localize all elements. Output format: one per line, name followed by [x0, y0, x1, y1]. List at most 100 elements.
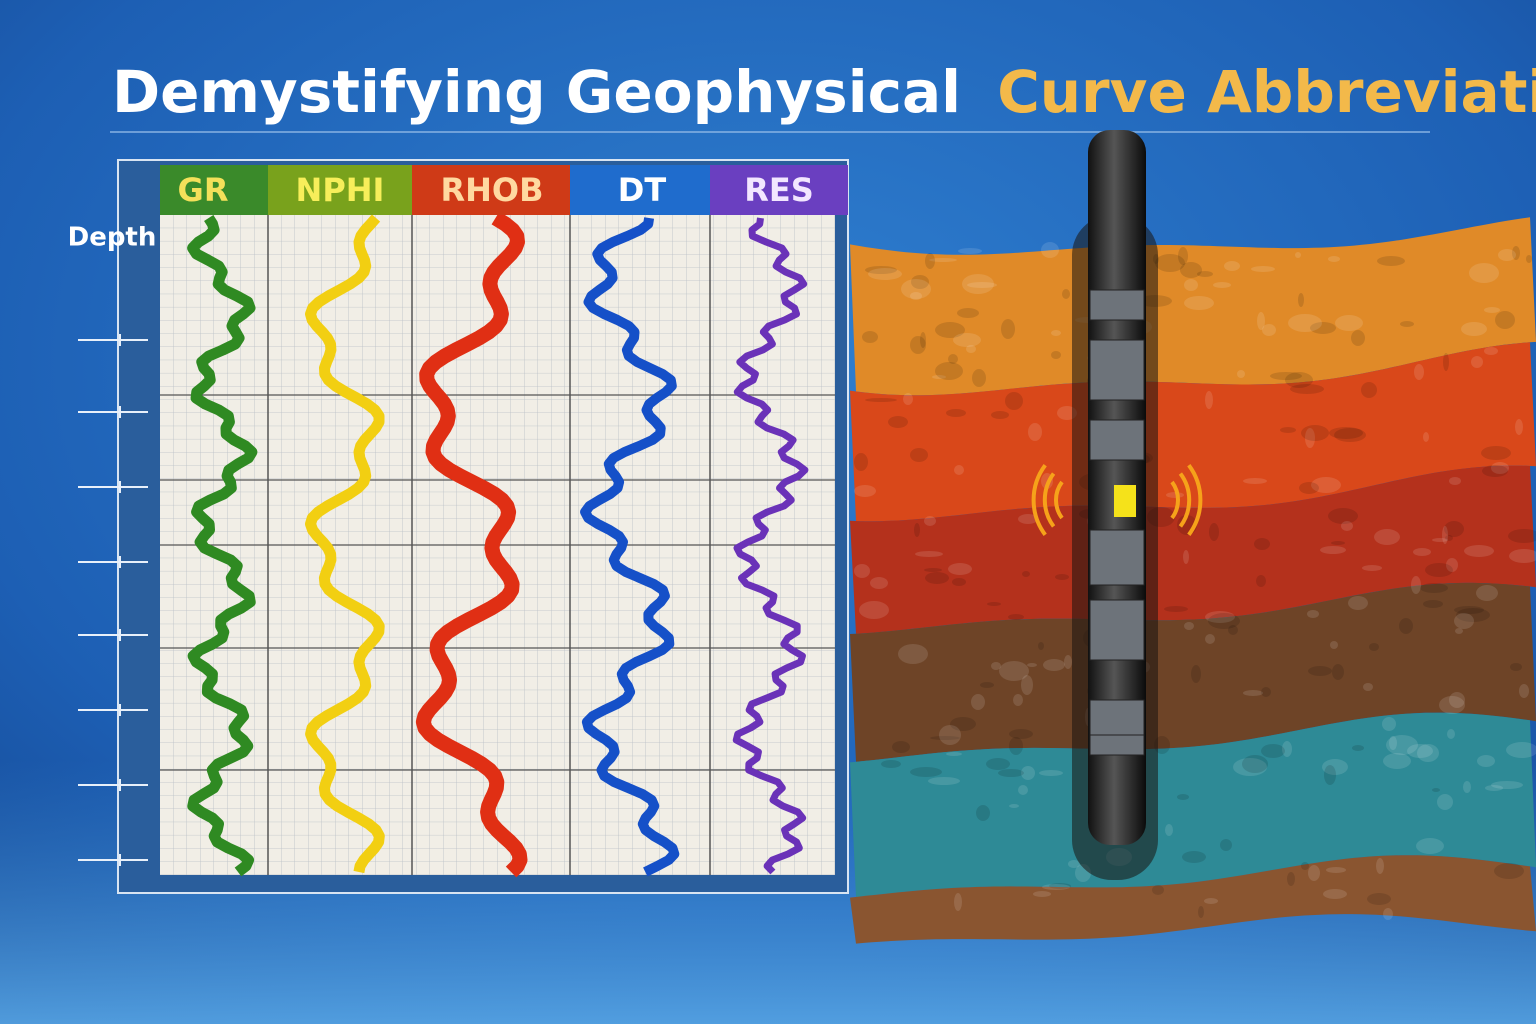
rock-speck: [1324, 765, 1336, 785]
rock-speck: [1155, 254, 1185, 272]
rock-speck: [967, 282, 997, 288]
rock-speck: [948, 563, 972, 575]
track-label: RES: [744, 171, 814, 209]
rock-speck: [1242, 755, 1268, 773]
rock-speck: [1270, 372, 1302, 380]
rock-speck: [901, 279, 931, 299]
rock-speck: [935, 362, 963, 380]
rock-speck: [1464, 545, 1494, 557]
rock-speck: [1369, 643, 1379, 651]
rock-speck: [999, 661, 1029, 681]
rock-speck: [1310, 322, 1336, 334]
signal-arc: [1031, 464, 1047, 536]
rock-speck: [1491, 462, 1509, 474]
rock-speck: [1184, 279, 1198, 291]
rock-speck: [1228, 625, 1238, 635]
rock-speck: [1041, 242, 1059, 258]
rock-speck: [1064, 655, 1072, 669]
rock-speck: [1018, 514, 1038, 524]
rock-speck: [1005, 392, 1023, 410]
rock-speck: [892, 741, 910, 753]
rock-speck: [910, 448, 928, 462]
rock-speck: [1027, 663, 1037, 667]
rock-speck: [1322, 759, 1348, 775]
rock-speck: [1013, 694, 1023, 706]
rock-speck: [1051, 351, 1061, 359]
rock-speck: [1022, 571, 1030, 577]
rock-speck: [991, 662, 1001, 670]
rock-speck: [1330, 641, 1338, 649]
log-curve: [187, 215, 258, 877]
rock-speck: [1383, 908, 1393, 920]
rock-speck: [1320, 546, 1346, 554]
rock-speck: [935, 322, 965, 338]
rock-speck: [1282, 741, 1292, 757]
rock-speck: [1374, 529, 1400, 545]
rock-speck: [1021, 766, 1035, 780]
rock-speck: [946, 409, 966, 417]
tool-section: [1089, 339, 1145, 401]
tool-section: [1089, 289, 1145, 321]
rock-speck: [1180, 262, 1202, 278]
rock-speck: [1183, 550, 1189, 564]
rock-speck: [998, 769, 1024, 777]
rock-speck: [1287, 872, 1295, 886]
signal-arc: [1170, 480, 1180, 520]
rock-layer: [850, 855, 1536, 944]
rock-speck: [1233, 758, 1267, 776]
rock-speck: [1328, 256, 1340, 262]
rock-speck: [1055, 574, 1069, 580]
rock-speck: [920, 332, 926, 348]
rock-speck: [1420, 583, 1448, 593]
rock-speck: [1329, 427, 1363, 439]
rock-speck: [1166, 492, 1184, 498]
rock-speck: [903, 393, 913, 405]
rock-speck: [854, 564, 870, 578]
rock-speck: [1494, 863, 1524, 879]
rock-speck: [1205, 611, 1235, 623]
rock-speck: [911, 275, 929, 289]
rock-speck: [932, 375, 946, 379]
rock-speck: [1204, 898, 1218, 904]
rock-speck: [1411, 576, 1421, 594]
rock-speck: [1461, 322, 1487, 336]
rock-speck: [1328, 508, 1358, 524]
rock-speck: [859, 601, 889, 619]
tool-sensor: [1114, 485, 1136, 517]
signal-arc: [1178, 472, 1192, 528]
rock-speck: [1510, 663, 1522, 671]
rock-speck: [1469, 263, 1499, 283]
rock-speck: [854, 453, 868, 471]
track-label: GR: [178, 171, 229, 209]
rock-speck: [1348, 596, 1368, 610]
rock-speck: [966, 345, 976, 353]
log-curve: [580, 217, 680, 877]
rock-speck: [1423, 600, 1443, 608]
rock-speck: [1208, 613, 1240, 629]
track-label: NPHI: [296, 171, 385, 209]
title-highlight: Curve Abbreviations: [997, 58, 1536, 126]
rock-speck: [1220, 839, 1232, 851]
rock-speck: [1051, 330, 1061, 336]
rock-speck: [1382, 717, 1396, 731]
rock-speck: [914, 523, 920, 537]
rock-speck: [1443, 353, 1449, 371]
signal-arc: [1054, 480, 1064, 520]
rock-speck: [1062, 289, 1070, 299]
rock-speck: [1362, 565, 1382, 571]
rock-speck: [950, 717, 976, 731]
rock-speck: [1416, 838, 1444, 854]
rock-speck: [1209, 523, 1219, 541]
track-header: [160, 165, 268, 215]
rock-speck: [862, 331, 878, 343]
rock-speck: [1437, 794, 1453, 810]
track-label: DT: [618, 171, 667, 209]
rock-speck: [954, 893, 962, 911]
rock-speck: [1068, 860, 1080, 868]
rock-speck: [1512, 246, 1520, 260]
rock-speck: [1311, 477, 1341, 493]
rock-speck: [1288, 314, 1322, 332]
rock-speck: [1463, 781, 1471, 793]
rock-speck: [1009, 804, 1019, 808]
